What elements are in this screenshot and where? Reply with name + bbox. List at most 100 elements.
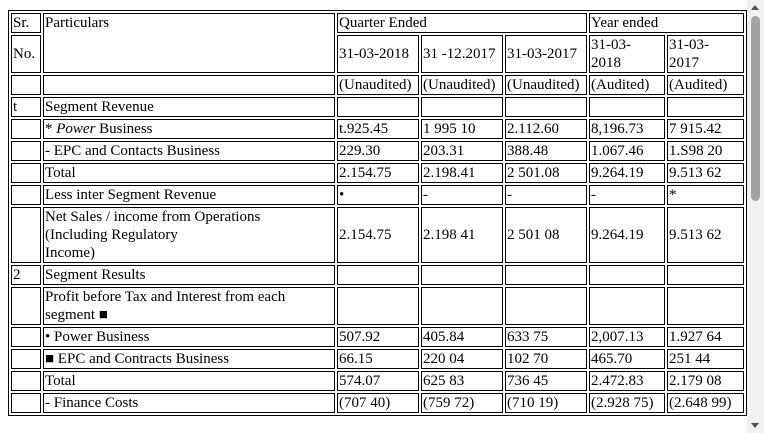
sr-cell bbox=[11, 207, 41, 263]
date-cell-q2: 31 -12.2017 bbox=[421, 35, 503, 73]
value-cell: 736 45 bbox=[505, 371, 587, 391]
value-cell: 2,007.13 bbox=[589, 327, 665, 347]
value-text: 2 501.08 bbox=[507, 165, 560, 181]
value-text: 2 501 08 bbox=[507, 227, 560, 243]
value-text: - bbox=[423, 187, 428, 203]
value-text: 7 915.42 bbox=[669, 121, 722, 137]
value-cell: 66.15 bbox=[337, 349, 419, 369]
value-text: 736 45 bbox=[507, 373, 549, 389]
value-cell: 625 83 bbox=[421, 371, 503, 391]
value-cell: 388.48 bbox=[505, 141, 587, 161]
value-cell: 2 501.08 bbox=[505, 163, 587, 183]
value-cell: 2.198.41 bbox=[421, 163, 503, 183]
value-cell: 1 995 10 bbox=[421, 119, 503, 139]
value-text: (759 72) bbox=[423, 395, 475, 411]
value-cell bbox=[667, 97, 744, 117]
value-text: 507.92 bbox=[339, 329, 381, 345]
sr-cell bbox=[11, 393, 41, 413]
particulars-text: Profit before Tax and Interest from each… bbox=[45, 289, 286, 323]
segment-results-table: Sr. Particulars Quarter Ended Year ended… bbox=[8, 10, 747, 416]
value-cell: 574.07 bbox=[337, 371, 419, 391]
value-text: • bbox=[339, 187, 345, 203]
value-cell bbox=[421, 97, 503, 117]
value-cell bbox=[421, 265, 503, 285]
particulars-cell: Segment Results bbox=[43, 265, 335, 285]
value-cell: 2.198 41 bbox=[421, 207, 503, 263]
quarter-ended-header-cell: Quarter Ended bbox=[337, 13, 587, 33]
audit-blank-label bbox=[43, 75, 335, 95]
particulars-text: Segment Revenue bbox=[45, 99, 154, 115]
table-row: Net Sales / income from Operations (Incl… bbox=[11, 207, 744, 263]
value-cell: (2.928 75) bbox=[589, 393, 665, 413]
table-row: * Power Business t.925.45 1 995 10 2.112.60… bbox=[11, 119, 744, 139]
particulars-text: Total bbox=[45, 165, 76, 181]
table-row: • Power Business 507.92 405.84 633 75 2,007.… bbox=[11, 327, 744, 347]
vertical-scrollbar[interactable] bbox=[747, 0, 764, 433]
value-text: 2.112.60 bbox=[507, 121, 559, 137]
particulars-text: • Power Business bbox=[45, 329, 150, 345]
sr-cell bbox=[11, 141, 41, 161]
no-label: No. bbox=[13, 46, 36, 62]
date-cell-q1: 31-03-2018 bbox=[337, 35, 419, 73]
date-cell-y2: 31-03- 2017 bbox=[667, 35, 744, 73]
audit-label: (Unaudited) bbox=[339, 77, 412, 93]
value-text: 1 995 10 bbox=[423, 121, 476, 137]
table-row: ■ EPC and Contracts Business 66.15 220 04 1… bbox=[11, 349, 744, 369]
particulars-cell: - EPC and Contacts Business bbox=[43, 141, 335, 161]
table-row: Total 2.154.75 2.198.41 2 501.08 9.264.19 9.5… bbox=[11, 163, 744, 183]
sr-label: Sr. bbox=[13, 15, 30, 31]
scroll-down-arrow-icon[interactable] bbox=[747, 419, 764, 433]
value-text: 2.198 41 bbox=[423, 227, 476, 243]
value-cell: 8,196.73 bbox=[589, 119, 665, 139]
value-cell: 405.84 bbox=[421, 327, 503, 347]
value-text: 203.31 bbox=[423, 143, 465, 159]
value-text: 465.70 bbox=[591, 351, 633, 367]
date-label: 31-03-2018 bbox=[339, 46, 409, 62]
value-text: 2.154.75 bbox=[339, 165, 392, 181]
scroll-up-arrow-icon[interactable] bbox=[747, 0, 764, 14]
value-text: 2.472.83 bbox=[591, 373, 644, 389]
scrollbar-thumb[interactable] bbox=[751, 16, 760, 201]
value-cell bbox=[421, 287, 503, 325]
value-cell: 633 75 bbox=[505, 327, 587, 347]
value-text: 251 44 bbox=[669, 351, 711, 367]
value-text: 2,007.13 bbox=[591, 329, 644, 345]
table-row: t Segment Revenue bbox=[11, 97, 744, 117]
audit-cell: (Unaudited) bbox=[421, 75, 503, 95]
sr-header-cell: Sr. bbox=[11, 13, 41, 33]
value-text: 633 75 bbox=[507, 329, 549, 345]
value-text: 388.48 bbox=[507, 143, 549, 159]
value-text: (2.648 99) bbox=[669, 395, 732, 411]
sr-number: t bbox=[13, 99, 18, 115]
value-cell: 2.154.75 bbox=[337, 207, 419, 263]
particulars-text: Business bbox=[95, 121, 153, 137]
particulars-text: - Finance Costs bbox=[45, 395, 139, 411]
value-cell: 1.067.46 bbox=[589, 141, 665, 161]
value-text: 574.07 bbox=[339, 373, 381, 389]
table-row: 2 Segment Results bbox=[11, 265, 744, 285]
particulars-cell: Net Sales / income from Operations (Incl… bbox=[43, 207, 335, 263]
particulars-text: Net Sales / income from Operations (Incl… bbox=[45, 209, 261, 261]
audit-cell: (Unaudited) bbox=[505, 75, 587, 95]
value-cell bbox=[589, 265, 665, 285]
value-cell: 220 04 bbox=[421, 349, 503, 369]
sr-cell bbox=[11, 349, 41, 369]
particulars-text: Total bbox=[45, 373, 76, 389]
audit-cell: (Audited) bbox=[667, 75, 744, 95]
value-cell: 2.179 08 bbox=[667, 371, 744, 391]
value-cell: * bbox=[667, 185, 744, 205]
particulars-text: - EPC and Contacts Business bbox=[45, 143, 220, 159]
sr-cell bbox=[11, 119, 41, 139]
audit-cell: (Audited) bbox=[589, 75, 665, 95]
value-text: (2.928 75) bbox=[591, 395, 654, 411]
value-cell bbox=[589, 97, 665, 117]
quarter-ended-label: Quarter Ended bbox=[339, 15, 427, 31]
table-row: Total 574.07 625 83 736 45 2.472.83 2.179 08 bbox=[11, 371, 744, 391]
value-text: 1.927 64 bbox=[669, 329, 722, 345]
value-text: 229.30 bbox=[339, 143, 381, 159]
sr-cell bbox=[11, 371, 41, 391]
particulars-cell: Segment Revenue bbox=[43, 97, 335, 117]
value-cell: 2.472.83 bbox=[589, 371, 665, 391]
value-cell: (2.648 99) bbox=[667, 393, 744, 413]
value-cell: 203.31 bbox=[421, 141, 503, 161]
